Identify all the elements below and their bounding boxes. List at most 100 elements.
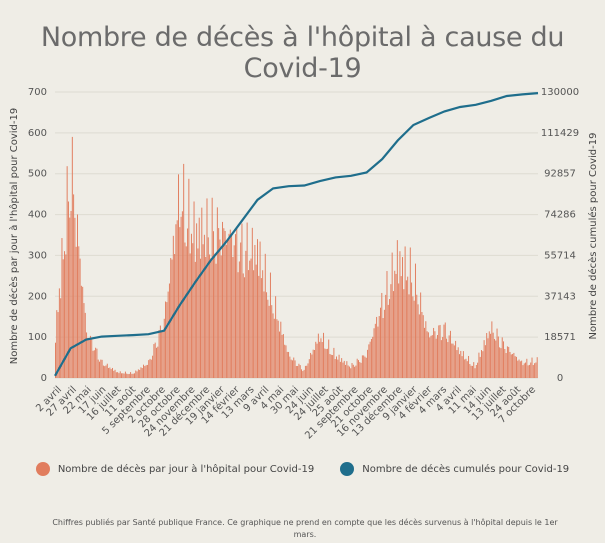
daily-bar [481,350,482,378]
daily-bar [268,305,270,378]
daily-bar [453,345,455,378]
daily-bar [455,340,457,378]
daily-bar [421,312,423,378]
legend-item-daily[interactable]: Nombre de décès par jour à l'hôpital pou… [35,462,314,476]
y2-tick-label: 130000 [541,87,579,98]
daily-bar [532,365,534,378]
daily-bar [126,373,128,378]
daily-bar [348,366,350,378]
daily-bar [136,371,138,378]
daily-bar [334,359,336,378]
daily-bar [117,372,119,378]
daily-bar [462,351,464,378]
daily-bar [312,349,314,378]
daily-bar [317,333,319,378]
daily-bar [446,338,448,378]
daily-bar [492,332,494,378]
daily-bar [220,255,222,378]
daily-bar [316,343,318,378]
daily-bar [482,351,484,378]
daily-bar [143,364,145,378]
daily-bar [413,300,415,378]
daily-bar [343,360,345,378]
daily-bar [87,337,89,378]
daily-bar [403,289,405,378]
daily-bar [306,365,308,378]
daily-bar [518,359,520,378]
daily-bar [167,291,169,378]
daily-bar [304,365,306,378]
daily-bar [124,371,126,378]
daily-bar [402,257,404,378]
daily-bar [471,365,473,378]
daily-bar [525,362,527,378]
daily-bar [339,361,341,378]
daily-bar [385,294,387,378]
daily-bar [71,136,73,378]
y-tick-label: 600 [28,128,47,139]
daily-bar [275,296,277,378]
daily-bar [431,335,433,378]
daily-bar [203,234,205,378]
daily-bar [491,321,493,378]
daily-bar [60,298,62,378]
daily-bar [457,347,459,378]
daily-bar [244,277,246,378]
daily-bar [416,294,418,378]
daily-bar [206,198,208,378]
daily-bar [370,339,372,378]
daily-bar [374,323,376,378]
daily-bar [390,284,392,378]
daily-bar [510,354,512,378]
daily-bar [528,364,530,378]
daily-bar [231,234,233,378]
daily-bar [386,271,388,378]
daily-bar [240,242,242,378]
daily-bar [527,365,529,378]
daily-bar [280,321,282,378]
daily-bar [245,250,247,378]
daily-bar [483,340,485,378]
daily-bar [99,361,100,378]
daily-bar [411,282,413,378]
daily-bar [201,207,203,378]
legend-label-cumulative: Nombre de décès cumulés pour Covid-19 [362,463,570,475]
daily-bar [202,244,204,378]
daily-bar [249,260,251,378]
daily-bar [184,242,186,378]
daily-bar [354,366,356,378]
daily-bar [435,338,437,378]
daily-bar [311,354,313,378]
daily-bar [188,178,190,378]
cumulative-line [54,92,539,377]
daily-bar [335,356,337,378]
daily-bar [260,278,262,378]
daily-bar [465,358,467,378]
daily-bar [105,365,107,378]
daily-bar [158,330,160,378]
chart-svg: 0 100 200 300 400 500 600 700 0 18571 37143 55714 7… [8,87,599,441]
daily-bar [434,331,436,378]
daily-bar [399,251,401,378]
daily-bar [342,362,344,378]
legend-swatch-cumulative [340,462,355,476]
daily-bar [301,369,303,378]
daily-bar [193,201,195,378]
daily-bar [508,346,510,378]
daily-bar [198,217,200,378]
daily-bar [298,363,300,378]
daily-bar [324,348,326,378]
legend-item-cumulative[interactable]: Nombre de décès cumulés pour Covid-19 [340,462,569,476]
daily-bar [140,367,142,378]
daily-bar [128,373,130,378]
daily-bar [154,342,156,378]
daily-bar [251,227,253,378]
daily-bar [436,335,438,378]
daily-bar [163,318,165,378]
daily-bar [438,325,440,378]
daily-bar [356,358,358,378]
daily-bar [281,334,283,378]
daily-bar [338,354,340,378]
daily-bar [433,327,435,378]
daily-bar [144,366,146,378]
